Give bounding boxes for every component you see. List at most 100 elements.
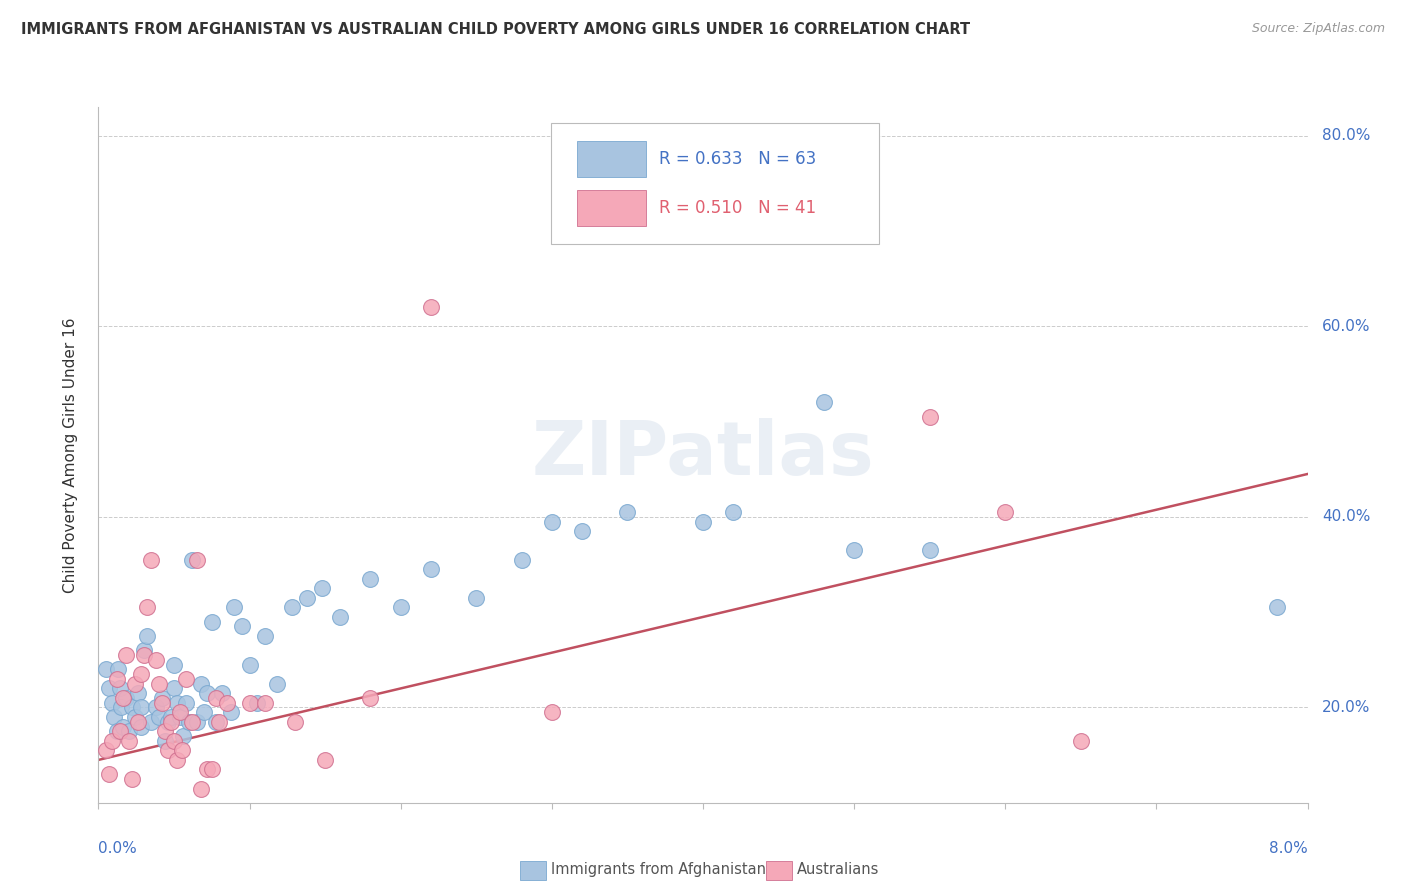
Point: [129, 700, 152, 714]
Point: [153, 734, 176, 748]
Point: [540, 705, 562, 719]
Point: [692, 515, 714, 529]
Point: [124, 710, 146, 724]
Text: 80.0%: 80.0%: [1322, 128, 1371, 143]
Point: [918, 409, 941, 424]
Point: [108, 724, 131, 739]
Point: [129, 720, 152, 734]
Point: [253, 696, 276, 710]
Point: [174, 696, 197, 710]
Point: [201, 763, 224, 777]
Text: R = 0.510   N = 41: R = 0.510 N = 41: [659, 199, 815, 217]
Point: [205, 714, 228, 729]
Point: [160, 714, 183, 729]
Point: [224, 600, 246, 615]
Point: [186, 553, 208, 567]
Point: [150, 696, 173, 710]
Point: [127, 686, 149, 700]
Point: [163, 681, 186, 696]
Point: [121, 772, 143, 786]
Point: [107, 662, 129, 676]
Point: [239, 696, 262, 710]
Text: 0.0%: 0.0%: [98, 841, 138, 856]
Point: [98, 767, 121, 781]
Point: [114, 690, 136, 705]
Text: ZIPatlas: ZIPatlas: [531, 418, 875, 491]
Text: 60.0%: 60.0%: [1322, 318, 1371, 334]
Point: [231, 619, 253, 633]
Y-axis label: Child Poverty Among Girls Under 16: Child Poverty Among Girls Under 16: [63, 318, 77, 592]
Point: [105, 724, 128, 739]
Point: [215, 696, 238, 710]
Point: [239, 657, 262, 672]
Point: [150, 690, 173, 705]
Point: [101, 734, 124, 748]
Text: Source: ZipAtlas.com: Source: ZipAtlas.com: [1251, 22, 1385, 36]
Point: [186, 714, 208, 729]
Text: Australians: Australians: [797, 863, 880, 877]
Point: [153, 724, 176, 739]
Point: [571, 524, 593, 538]
Point: [111, 690, 134, 705]
Point: [205, 690, 228, 705]
Point: [141, 714, 163, 729]
Point: [253, 629, 276, 643]
Point: [124, 676, 146, 690]
Point: [98, 681, 121, 696]
Point: [121, 700, 143, 714]
Point: [132, 643, 155, 657]
Point: [163, 657, 186, 672]
Point: [177, 714, 201, 729]
Point: [540, 515, 562, 529]
Point: [166, 696, 188, 710]
Point: [420, 562, 443, 576]
Point: [284, 714, 307, 729]
Text: IMMIGRANTS FROM AFGHANISTAN VS AUSTRALIAN CHILD POVERTY AMONG GIRLS UNDER 16 COR: IMMIGRANTS FROM AFGHANISTAN VS AUSTRALIA…: [21, 22, 970, 37]
Point: [94, 743, 117, 757]
Point: [266, 676, 288, 690]
Point: [510, 553, 533, 567]
Point: [208, 714, 231, 729]
Point: [314, 753, 336, 767]
Point: [994, 505, 1017, 519]
Point: [132, 648, 155, 662]
Point: [181, 553, 204, 567]
Point: [420, 300, 443, 314]
Point: [616, 505, 638, 519]
Point: [103, 710, 125, 724]
Point: [148, 710, 170, 724]
Point: [166, 753, 188, 767]
Point: [94, 662, 117, 676]
Point: [129, 667, 152, 681]
Point: [918, 543, 941, 558]
Point: [723, 505, 745, 519]
Point: [813, 395, 835, 409]
Text: R = 0.633   N = 63: R = 0.633 N = 63: [659, 150, 815, 168]
Text: Immigrants from Afghanistan: Immigrants from Afghanistan: [551, 863, 766, 877]
Point: [156, 714, 179, 729]
Point: [145, 653, 167, 667]
Point: [127, 714, 149, 729]
Point: [295, 591, 318, 605]
Text: 40.0%: 40.0%: [1322, 509, 1371, 524]
Point: [360, 690, 382, 705]
Point: [160, 710, 183, 724]
Point: [163, 734, 186, 748]
Point: [193, 810, 215, 824]
Point: [246, 696, 269, 710]
Text: 20.0%: 20.0%: [1322, 700, 1371, 715]
Point: [211, 686, 233, 700]
Point: [148, 676, 170, 690]
Point: [169, 705, 191, 719]
Point: [105, 672, 128, 686]
Point: [190, 781, 212, 796]
Point: [110, 700, 132, 714]
Point: [170, 743, 193, 757]
Point: [195, 686, 218, 700]
Point: [195, 763, 218, 777]
Point: [114, 648, 136, 662]
Point: [281, 600, 304, 615]
Point: [145, 700, 167, 714]
Point: [1070, 734, 1092, 748]
Point: [389, 600, 412, 615]
